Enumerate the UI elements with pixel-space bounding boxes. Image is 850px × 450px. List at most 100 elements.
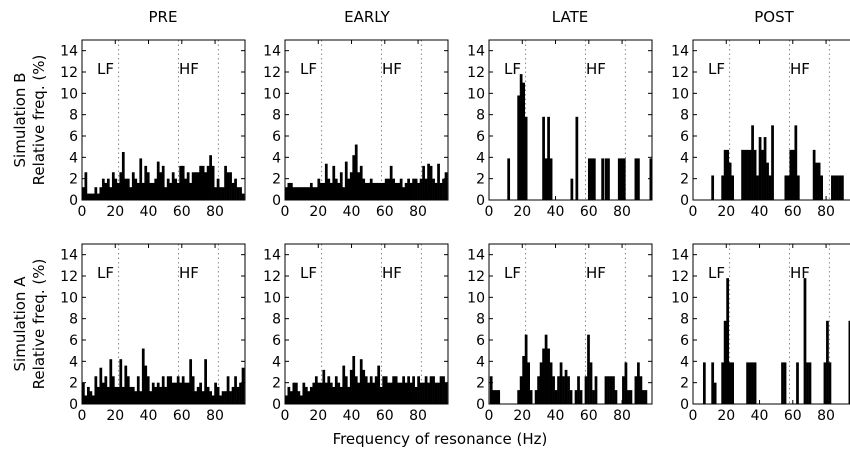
sim-b-pre-bar [201,165,205,200]
sim-b-early-bar [337,182,341,200]
sim-a-late-ytick-label: 4 [476,354,485,370]
sim-b-late-axes-frame [488,39,653,201]
sim-a-pre-bar [156,382,160,404]
sim-a-late-bar [492,390,496,404]
sim-b-early-ytick-label: 0 [272,193,281,209]
sim-b-early-bar [382,182,386,200]
sim-a-early-bar [309,386,313,404]
sim-b-pre-xtick-label: 0 [78,204,87,220]
sim-a-post-ytick-label: 10 [671,290,689,306]
sim-b-late-bar [649,158,653,200]
sim-a-early-bar [302,382,306,404]
sim-b-late-bar [524,116,528,200]
sim-a-late-xtick-label: 80 [613,408,631,424]
sim-b-pre-bar [184,178,188,200]
sim-b-pre-bar [239,187,242,200]
sim-a-late-lf-label: LF [504,264,521,282]
sim-a-early-ytick-label: 10 [263,290,281,306]
sim-a-late-bar [642,390,645,404]
sim-b-post-bar [836,175,839,200]
sim-b-late-ytick-label: 8 [476,108,485,124]
sim-a-pre-bar [176,376,180,404]
sim-a-early-bar [434,382,438,404]
sim-a-early-bar [414,386,418,404]
sim-a-pre-bar [154,386,158,404]
sim-b-post-ytick-label: 14 [671,44,689,60]
sim-b-early-bar [367,182,371,200]
sim-b-early-lf-label: LF [300,60,317,78]
sim-b-pre-bar [104,182,108,200]
sim-a-pre-bar [119,359,123,404]
sim-a-pre-bar [159,386,163,404]
sim-a-early-xtick-label: 40 [343,408,361,424]
sim-a-post-ytick-label: 14 [671,248,689,264]
sim-a-late-ytick-label: 14 [467,248,485,264]
sim-a-early-bar [357,382,361,404]
sim-a-early-bar [317,382,321,404]
sim-a-late-bar [624,362,628,404]
sim-b-pre-ytick-label: 10 [60,86,78,102]
sim-a-late-bar [527,362,530,404]
sim-b-early-ytick-label: 8 [272,108,281,124]
sim-a-early-xtick-label: 0 [281,408,290,424]
sim-b-pre-bar [224,165,227,200]
sim-a-pre-bar [116,386,120,404]
sim-a-early-bar [377,365,381,404]
sim-b-early-bar [387,178,391,200]
column-title-post: POST [754,8,794,26]
sim-a-pre-bar [89,391,93,404]
sim-a-early-bar [392,376,396,404]
sim-a-pre-bar [186,382,190,404]
sim-b-late-bar [544,158,548,200]
sim-b-early-bar [359,165,363,200]
sim-b-pre-bar [204,172,207,200]
sim-b-early-bar [289,182,293,200]
sim-b-pre-bar [214,187,217,200]
sim-b-early-bar [322,182,326,200]
sim-b-early-bar [412,178,415,200]
sim-b-late-bar [620,158,624,200]
sim-b-early-bar [334,178,338,200]
sim-a-early-bar [287,386,291,404]
sim-a-early-axes-frame [284,243,449,405]
sim-b-pre-xtick-label: 80 [206,204,224,220]
sim-a-post-xtick-label: 40 [751,408,769,424]
sim-a-early-bar [412,376,415,404]
sim-b-pre-bar [236,187,240,200]
sim-a-late-bar [577,376,580,404]
sim-b-pre-bar [174,178,178,200]
sim-a-early-bar [419,382,423,404]
sim-b-pre-xtick-label: 20 [106,204,124,220]
sim-a-pre-bar [236,386,240,404]
sim-a-post-bar [731,362,734,404]
sim-a-pre-bar [164,386,168,404]
sim-b-early-xtick-label: 80 [409,204,427,220]
sim-b-pre-bar [146,172,150,200]
sim-b-post-bar [812,149,816,200]
sim-a-pre-bar [134,391,138,404]
sim-a-pre-bar [151,382,155,404]
sim-b-late-bar [570,178,574,200]
sim-b-late-ytick-label: 14 [467,44,485,60]
sim-b-pre-bar [154,178,158,200]
sim-b-early-xtick-label: 20 [309,204,327,220]
sim-a-pre-ytick-label: 6 [69,333,78,349]
sim-a-pre-bar [121,386,125,404]
sim-b-pre-bar [129,187,133,200]
sim-a-pre-bar [229,391,232,404]
sim-b-early-bar [347,178,351,200]
sim-a-pre-bar [196,386,200,404]
sim-b-post-ytick-label: 8 [680,108,689,124]
sim-a-late-bar [622,376,625,404]
sim-b-post-xtick-label: 60 [784,204,802,220]
sim-a-early-bar [404,382,408,404]
sim-a-early-bar [322,369,326,404]
sim-a-post-bar [781,362,784,404]
sim-b-early-bar [349,172,353,200]
sim-a-post-bar [751,362,754,404]
sim-b-pre-bar [136,182,140,200]
sim-a-early-bar [304,386,308,404]
sim-b-pre-bar [156,161,160,200]
sim-b-early-bar [434,182,438,200]
